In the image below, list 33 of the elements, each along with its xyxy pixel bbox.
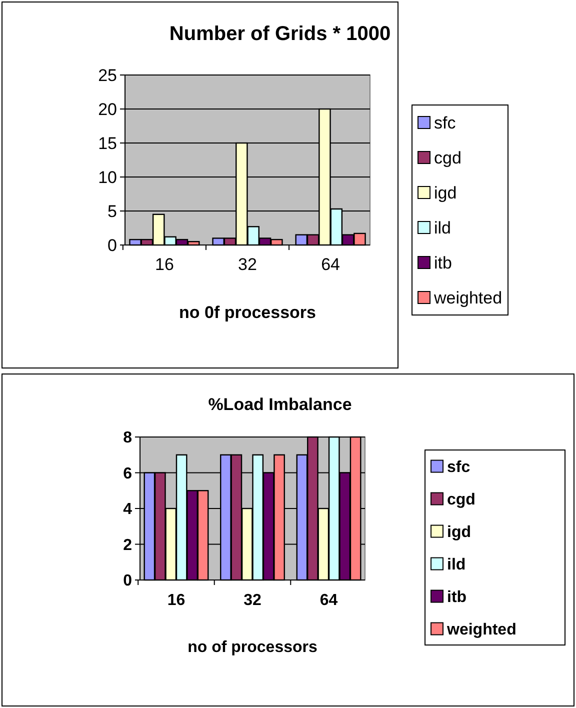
legend-label: cgd — [434, 148, 462, 168]
legend-label: cgd — [447, 491, 476, 508]
x-tick-label: 16 — [154, 255, 174, 274]
legend-label: itb — [434, 253, 452, 272]
legend-label: igd — [434, 183, 457, 202]
y-tick-label: 4 — [123, 501, 132, 518]
y-tick-label: 15 — [98, 134, 117, 153]
y-tick-label: 2 — [123, 536, 132, 554]
legend-label: ild — [447, 556, 466, 574]
x-tick-label: 32 — [244, 592, 262, 609]
chart-title: %Load Imbalance — [208, 395, 352, 414]
y-tick-label: 5 — [108, 202, 117, 221]
legend-label: weighted — [433, 288, 502, 308]
legend-label: itb — [447, 588, 467, 606]
x-axis-title: no of processors — [188, 639, 318, 656]
legend-label: igd — [447, 524, 471, 541]
y-tick-label: 10 — [98, 168, 117, 187]
x-tick-label: 64 — [320, 592, 338, 609]
legend-label: ild — [434, 218, 452, 238]
legend-label: sfc — [434, 113, 456, 132]
chart-title: Number of Grids * 1000 — [169, 23, 391, 45]
legend-label: sfc — [447, 458, 470, 476]
y-tick-label: 6 — [123, 465, 132, 482]
y-tick-label: 20 — [98, 100, 117, 119]
x-tick-label: 16 — [167, 592, 186, 609]
y-tick-label: 8 — [123, 430, 132, 447]
y-tick-label: 0 — [123, 572, 132, 590]
x-tick-label: 64 — [321, 255, 340, 274]
legend-label: weighted — [446, 621, 516, 638]
y-tick-label: 25 — [98, 66, 117, 85]
y-tick-label: 0 — [108, 236, 117, 255]
x-axis-title: no 0f processors — [179, 303, 316, 322]
x-tick-label: 32 — [238, 255, 257, 274]
